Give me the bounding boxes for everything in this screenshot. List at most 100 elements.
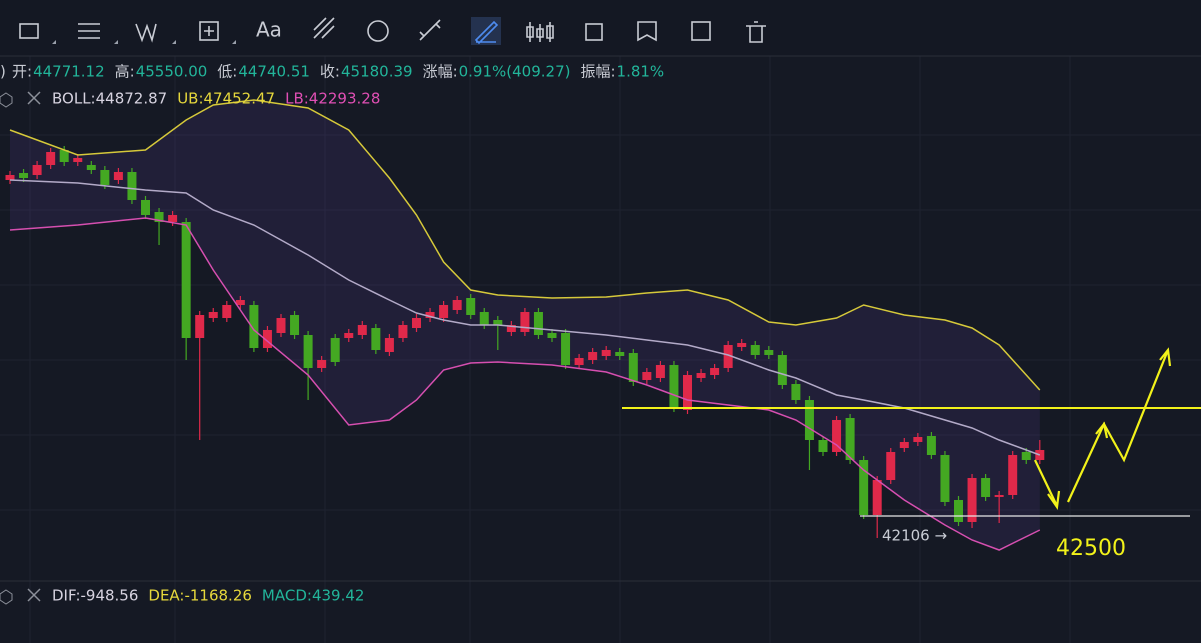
candle-body: [493, 320, 503, 325]
candle-body: [466, 298, 476, 315]
legend-entry: UB:47452.47: [177, 90, 275, 108]
magnet-tool[interactable]: [367, 20, 389, 42]
candle-body: [547, 333, 557, 338]
candle-body: [235, 300, 245, 305]
quote-value: 45550.00: [136, 63, 208, 81]
measure-cross: [204, 26, 214, 36]
candle-body: [113, 172, 123, 180]
arrow-head: [1159, 347, 1172, 367]
draw-tool[interactable]: [474, 20, 499, 45]
measure-tool[interactable]: [199, 21, 219, 41]
candle-body: [168, 215, 178, 222]
text-tool[interactable]: Aa: [256, 18, 282, 42]
candle-body: [710, 368, 720, 375]
quote-label: 振幅:: [580, 63, 615, 81]
close-icon-macd[interactable]: [27, 588, 41, 602]
candle-body: [317, 360, 327, 368]
candle-body: [1021, 452, 1031, 460]
delete-tool[interactable]: [746, 21, 766, 43]
candle-body: [249, 305, 259, 348]
quote-value: 0.91%(409.27): [459, 63, 571, 81]
candle-body: [669, 365, 679, 408]
quote-value: 1.81%: [617, 63, 665, 81]
lock-tool[interactable]: [585, 23, 603, 41]
candle-body: [520, 312, 530, 332]
candle-body: [154, 212, 164, 222]
candle-body: [371, 328, 381, 350]
candle-body: [832, 420, 842, 452]
candle-body: [127, 172, 137, 200]
ruler-tool[interactable]: [313, 17, 335, 39]
candle-body: [737, 343, 747, 347]
candle-body: [994, 495, 1004, 497]
arrow-head: [1047, 490, 1061, 510]
target-label: 42500: [1056, 536, 1126, 561]
candle-body: [628, 353, 638, 382]
quote-label: 涨幅:: [423, 63, 458, 81]
settings-icon-macd[interactable]: [0, 589, 13, 605]
candle-body: [181, 222, 191, 338]
candle-body: [195, 315, 205, 338]
candle-body: [262, 330, 272, 348]
candle-body: [764, 350, 774, 355]
candle-body: [222, 305, 232, 318]
settings-icon[interactable]: [0, 92, 13, 108]
candle-body: [425, 312, 435, 318]
legend-entry: LB:42293.28: [285, 90, 380, 108]
candle-body: [601, 350, 611, 356]
close-icon[interactable]: [27, 91, 41, 105]
legend-entry: MACD:439.42: [262, 587, 365, 605]
candle-body: [574, 358, 584, 365]
pencil-tool[interactable]: [419, 19, 441, 41]
candle-body: [32, 165, 42, 175]
arrow-down: [1034, 459, 1058, 507]
candle-body: [845, 418, 855, 460]
candle-body: [86, 165, 96, 170]
candle-body: [750, 345, 760, 355]
candle-body: [46, 152, 56, 165]
candle-body: [859, 460, 869, 515]
candle-body: [642, 372, 652, 380]
wave-tool[interactable]: [135, 23, 157, 43]
candle-body: [208, 312, 218, 318]
legend-entry: DIF:-948.56: [52, 587, 138, 605]
arrow-head: [1095, 421, 1109, 439]
toolbar: [0, 0, 1201, 56]
plot: [5, 99, 1045, 551]
candle-body: [479, 312, 489, 325]
candle-body: [344, 333, 354, 338]
band-line: [9, 179, 1041, 456]
candle-body: [290, 315, 300, 335]
macd-legend: DIF:-948.56 DEA:-1168.26 MACD:439.42: [52, 587, 364, 605]
band-line: [9, 217, 1041, 551]
candle-body: [303, 335, 313, 368]
forecast-arrows: [1034, 347, 1172, 510]
lines-tool[interactable]: [78, 23, 100, 39]
quote-label: 收:: [320, 63, 340, 81]
band-line: [9, 99, 1041, 391]
candle-body: [19, 173, 29, 178]
candle-body: [330, 338, 340, 362]
candle-body: [615, 352, 625, 356]
candle-body: [100, 170, 110, 185]
boll-legend: BOLL:44872.87 UB:47452.47 LB:42293.28: [52, 90, 380, 108]
candle-body: [926, 436, 936, 455]
candle-body: [872, 480, 882, 515]
rect-tool[interactable]: [19, 23, 39, 39]
candle-body: [940, 455, 950, 502]
candle-body: [141, 200, 150, 215]
flag-tool[interactable]: [637, 21, 657, 42]
candle-body: [412, 318, 421, 328]
candle-body: [357, 325, 367, 335]
candle-body: [913, 437, 923, 442]
note-tool[interactable]: [691, 21, 711, 41]
quote-value: 44740.51: [238, 63, 310, 81]
quote-label: 开:: [12, 63, 32, 81]
candle-body: [723, 345, 733, 368]
candle-body: [791, 384, 801, 400]
candle-tool[interactable]: [526, 22, 554, 42]
candle-body: [899, 442, 909, 448]
candle-body: [886, 452, 896, 480]
candle-body: [981, 478, 991, 497]
